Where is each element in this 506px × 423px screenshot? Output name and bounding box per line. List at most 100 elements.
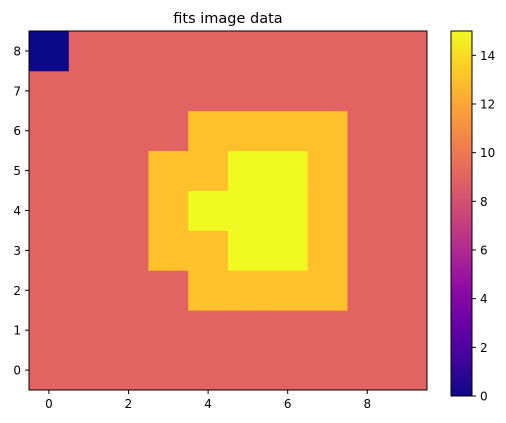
heatmap-cell xyxy=(267,31,308,72)
heatmap-cell xyxy=(347,150,388,191)
heatmap-cell xyxy=(29,230,70,271)
heatmap-cell xyxy=(307,31,348,72)
heatmap-cell xyxy=(68,31,109,72)
colorbar-gradient xyxy=(451,31,472,396)
heatmap-cell xyxy=(228,190,269,231)
heatmap-cell xyxy=(228,230,269,271)
heatmap-cell xyxy=(307,150,348,191)
heatmap-cell xyxy=(188,350,229,391)
x-tick-label: 2 xyxy=(125,397,133,411)
colorbar-tick-label: 6 xyxy=(480,244,488,258)
heatmap-cell xyxy=(68,230,109,271)
x-tick-label: 8 xyxy=(363,397,371,411)
heatmap-cell xyxy=(29,150,70,191)
heatmap-cell xyxy=(68,70,109,112)
heatmap-cell xyxy=(108,270,149,311)
heatmap-cell xyxy=(29,190,70,231)
heatmap-cell xyxy=(68,110,109,152)
heatmap-cell xyxy=(188,270,229,311)
colorbar-tick-label: 10 xyxy=(480,146,495,160)
heatmap-cell xyxy=(29,110,70,152)
heatmap-cell xyxy=(387,190,428,231)
heatmap-cell xyxy=(228,310,269,351)
heatmap-cell xyxy=(228,270,269,311)
heatmap-cell xyxy=(387,350,428,391)
heatmap-cell xyxy=(267,70,308,112)
colorbar-tick-label: 12 xyxy=(480,98,495,112)
heatmap-cell xyxy=(267,230,308,271)
heatmap-cell xyxy=(108,230,149,271)
y-tick-label: 3 xyxy=(13,244,21,258)
heatmap-cell xyxy=(228,31,269,72)
heatmap-cell xyxy=(148,31,189,72)
x-axis: 0 2 4 6 8 xyxy=(45,390,371,411)
y-tick-label: 6 xyxy=(13,124,21,138)
heatmap-cell xyxy=(387,310,428,351)
heatmap-cell xyxy=(108,150,149,191)
heatmap-cell xyxy=(68,350,109,391)
heatmap-cell xyxy=(188,110,229,152)
heatmap-cell xyxy=(68,310,109,351)
colorbar-tick-label: 14 xyxy=(480,49,495,63)
x-tick-label: 6 xyxy=(284,397,292,411)
heatmap-cell xyxy=(228,150,269,191)
y-tick-label: 2 xyxy=(13,284,21,298)
heatmap-cell xyxy=(68,270,109,311)
heatmap-cells xyxy=(29,31,428,391)
colorbar-tick-label: 2 xyxy=(480,341,488,355)
heatmap-cell xyxy=(307,230,348,271)
heatmap-cell xyxy=(267,110,308,152)
x-tick-label: 4 xyxy=(204,397,212,411)
heatmap-cell xyxy=(68,150,109,191)
y-tick-label: 7 xyxy=(13,84,21,98)
heatmap-cell xyxy=(188,150,229,191)
heatmap-cell xyxy=(148,350,189,391)
heatmap-cell xyxy=(387,110,428,152)
heatmap-cell xyxy=(108,110,149,152)
heatmap-cell xyxy=(387,230,428,271)
x-tick-label: 0 xyxy=(45,397,53,411)
heatmap-cell xyxy=(108,70,149,112)
heatmap-cell xyxy=(267,310,308,351)
heatmap-cell xyxy=(188,190,229,231)
heatmap-cell xyxy=(347,31,388,72)
heatmap-cell xyxy=(267,190,308,231)
colorbar-tick-label: 8 xyxy=(480,195,488,209)
heatmap-cell xyxy=(307,110,348,152)
heatmap-cell xyxy=(387,70,428,112)
heatmap-cell xyxy=(387,31,428,72)
colorbar-tick-label: 0 xyxy=(480,390,488,404)
heatmap-cell xyxy=(347,350,388,391)
colorbar-ticks: 0 2 4 6 8 10 12 14 xyxy=(472,49,495,404)
heatmap-cell xyxy=(267,350,308,391)
heatmap-cell xyxy=(188,310,229,351)
heatmap-cell xyxy=(148,190,189,231)
heatmap-cell xyxy=(387,270,428,311)
heatmap-cell xyxy=(108,350,149,391)
heatmap-cell xyxy=(29,310,70,351)
y-tick-label: 5 xyxy=(13,164,21,178)
heatmap-cell xyxy=(148,310,189,351)
colorbar: 0 2 4 6 8 10 12 14 xyxy=(450,30,495,404)
y-tick-label: 8 xyxy=(13,44,21,58)
heatmap-cell xyxy=(347,190,388,231)
heatmap-cell xyxy=(68,190,109,231)
heatmap-cell xyxy=(387,150,428,191)
heatmap-cell xyxy=(347,270,388,311)
heatmap-cell xyxy=(148,110,189,152)
heatmap-cell xyxy=(347,230,388,271)
heatmap-cell xyxy=(29,270,70,311)
y-tick-label: 4 xyxy=(13,204,21,218)
heatmap-cell xyxy=(29,31,70,72)
heatmap-cell xyxy=(188,230,229,271)
heatmap-cell xyxy=(228,70,269,112)
heatmap-cell xyxy=(29,350,70,391)
y-tick-label: 0 xyxy=(13,364,21,378)
heatmap-cell xyxy=(228,350,269,391)
heatmap-cell xyxy=(108,31,149,72)
heatmap-cell xyxy=(307,310,348,351)
heatmap-cell xyxy=(307,350,348,391)
colorbar-frame xyxy=(450,30,473,397)
heatmap-cell xyxy=(307,270,348,311)
